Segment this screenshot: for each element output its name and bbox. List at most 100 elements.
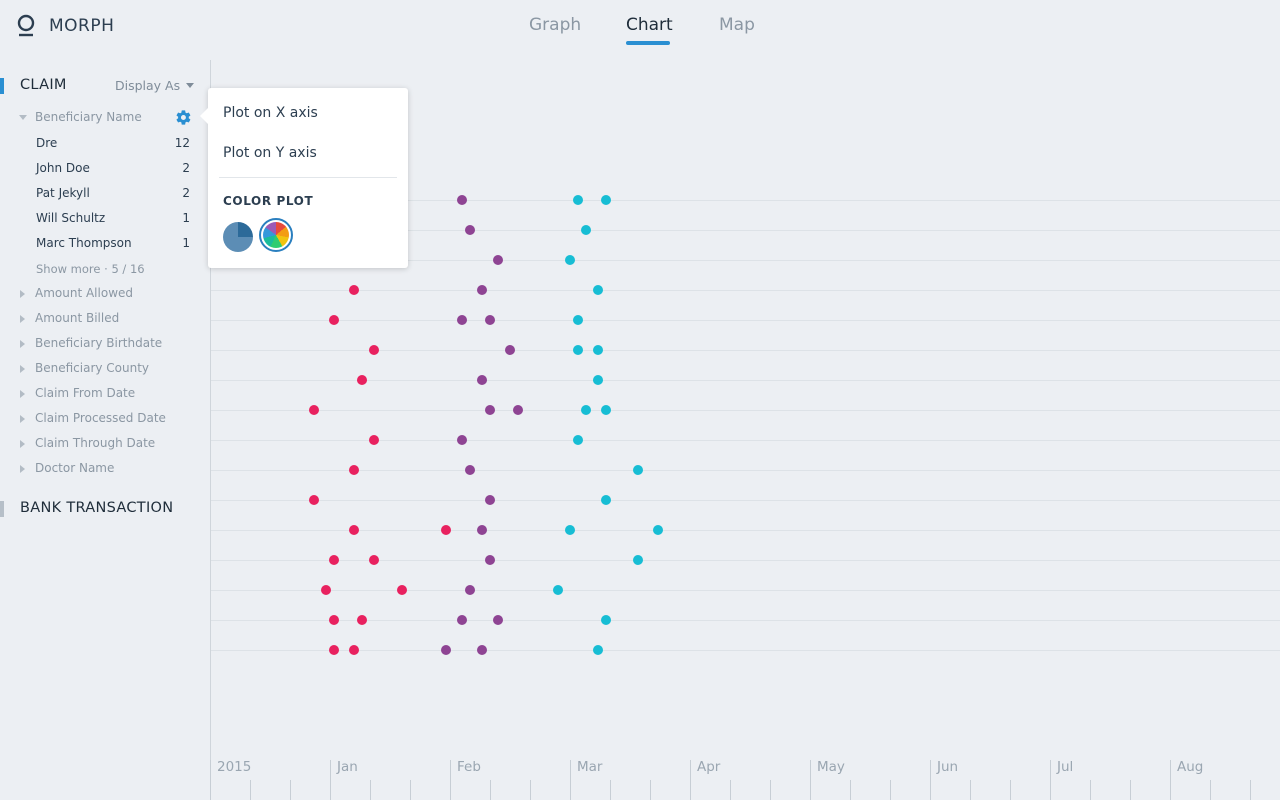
data-point-pink[interactable] (369, 345, 379, 355)
show-more-link[interactable]: Show more · 5 / 16 (36, 262, 145, 276)
data-point-cyan[interactable] (601, 495, 611, 505)
data-point-pink[interactable] (321, 585, 331, 595)
data-point-purple[interactable] (465, 465, 475, 475)
data-point-purple[interactable] (477, 375, 487, 385)
data-point-purple[interactable] (477, 525, 487, 535)
data-point-pink[interactable] (369, 435, 379, 445)
section-title-claim[interactable]: CLAIM (20, 77, 67, 93)
data-point-cyan[interactable] (573, 435, 583, 445)
data-point-cyan[interactable] (601, 405, 611, 415)
data-point-cyan[interactable] (601, 195, 611, 205)
data-point-purple[interactable] (493, 255, 503, 265)
caret-right-icon[interactable] (20, 290, 25, 298)
color-swatch-blue[interactable] (223, 222, 253, 252)
data-point-cyan[interactable] (573, 345, 583, 355)
data-point-purple[interactable] (477, 285, 487, 295)
data-point-purple[interactable] (441, 645, 451, 655)
field-item[interactable]: Claim Through Date (35, 436, 156, 450)
caret-expanded-icon[interactable] (19, 115, 27, 120)
data-point-pink[interactable] (349, 645, 359, 655)
field-item[interactable]: Claim Processed Date (35, 411, 166, 425)
display-as-label: Display As (115, 78, 181, 93)
data-point-pink[interactable] (349, 525, 359, 535)
beneficiary-value-row[interactable]: Pat Jekyll 2 (36, 186, 190, 200)
data-point-pink[interactable] (369, 555, 379, 565)
data-point-cyan[interactable] (593, 645, 603, 655)
data-point-cyan[interactable] (593, 285, 603, 295)
data-point-pink[interactable] (309, 495, 319, 505)
data-point-cyan[interactable] (601, 615, 611, 625)
field-item[interactable]: Amount Billed (35, 311, 120, 325)
data-point-pink[interactable] (349, 285, 359, 295)
caret-right-icon[interactable] (20, 390, 25, 398)
tab-graph[interactable]: Graph (529, 15, 582, 35)
data-point-cyan[interactable] (593, 345, 603, 355)
data-point-purple[interactable] (485, 555, 495, 565)
data-point-pink[interactable] (329, 615, 339, 625)
data-point-cyan[interactable] (633, 555, 643, 565)
field-item[interactable]: Beneficiary Birthdate (35, 336, 163, 350)
data-point-pink[interactable] (329, 555, 339, 565)
data-point-purple[interactable] (457, 615, 467, 625)
field-beneficiary-name[interactable]: Beneficiary Name (35, 110, 142, 124)
value-count: 2 (182, 186, 190, 200)
row-grid-line (211, 320, 1280, 321)
caret-right-icon[interactable] (20, 415, 25, 423)
plot-y-axis-option[interactable]: Plot on Y axis (223, 145, 317, 161)
data-point-purple[interactable] (513, 405, 523, 415)
beneficiary-value-row[interactable]: Dre 12 (36, 136, 190, 150)
section-title-bank-transaction[interactable]: BANK TRANSACTION (20, 500, 174, 516)
tab-chart[interactable]: Chart (626, 15, 673, 35)
field-item[interactable]: Doctor Name (35, 461, 115, 475)
data-point-pink[interactable] (309, 405, 319, 415)
data-point-purple[interactable] (457, 195, 467, 205)
axis-minor-tick (1250, 780, 1251, 800)
data-point-cyan[interactable] (565, 525, 575, 535)
data-point-pink[interactable] (397, 585, 407, 595)
axis-major-tick (810, 760, 811, 800)
data-point-cyan[interactable] (573, 195, 583, 205)
plot-x-axis-option[interactable]: Plot on X axis (223, 105, 318, 121)
data-point-purple[interactable] (485, 495, 495, 505)
data-point-purple[interactable] (465, 585, 475, 595)
tab-map[interactable]: Map (719, 15, 755, 35)
caret-right-icon[interactable] (20, 340, 25, 348)
color-plot-heading: COLOR PLOT (223, 194, 314, 208)
data-point-purple[interactable] (485, 405, 495, 415)
data-point-purple[interactable] (477, 645, 487, 655)
gear-icon[interactable] (175, 109, 192, 126)
data-point-cyan[interactable] (565, 255, 575, 265)
data-point-pink[interactable] (357, 375, 367, 385)
caret-right-icon[interactable] (20, 465, 25, 473)
field-item[interactable]: Amount Allowed (35, 286, 134, 300)
data-point-cyan[interactable] (581, 225, 591, 235)
field-item[interactable]: Beneficiary County (35, 361, 150, 375)
data-point-cyan[interactable] (593, 375, 603, 385)
data-point-cyan[interactable] (581, 405, 591, 415)
data-point-purple[interactable] (457, 315, 467, 325)
beneficiary-value-row[interactable]: John Doe 2 (36, 161, 190, 175)
caret-right-icon[interactable] (20, 365, 25, 373)
data-point-purple[interactable] (457, 435, 467, 445)
beneficiary-value-row[interactable]: Will Schultz 1 (36, 211, 190, 225)
data-point-pink[interactable] (357, 615, 367, 625)
data-point-cyan[interactable] (553, 585, 563, 595)
logo[interactable]: MORPH (16, 14, 114, 38)
data-point-purple[interactable] (465, 225, 475, 235)
display-as-dropdown[interactable]: Display As (115, 78, 195, 93)
caret-right-icon[interactable] (20, 315, 25, 323)
data-point-pink[interactable] (349, 465, 359, 475)
data-point-purple[interactable] (485, 315, 495, 325)
data-point-cyan[interactable] (653, 525, 663, 535)
data-point-cyan[interactable] (633, 465, 643, 475)
data-point-purple[interactable] (493, 615, 503, 625)
data-point-purple[interactable] (505, 345, 515, 355)
field-item[interactable]: Claim From Date (35, 386, 136, 400)
beneficiary-value-row[interactable]: Marc Thompson 1 (36, 236, 190, 250)
data-point-cyan[interactable] (573, 315, 583, 325)
data-point-pink[interactable] (329, 645, 339, 655)
color-swatch-rainbow[interactable] (263, 222, 289, 248)
caret-right-icon[interactable] (20, 440, 25, 448)
data-point-pink[interactable] (441, 525, 451, 535)
data-point-pink[interactable] (329, 315, 339, 325)
